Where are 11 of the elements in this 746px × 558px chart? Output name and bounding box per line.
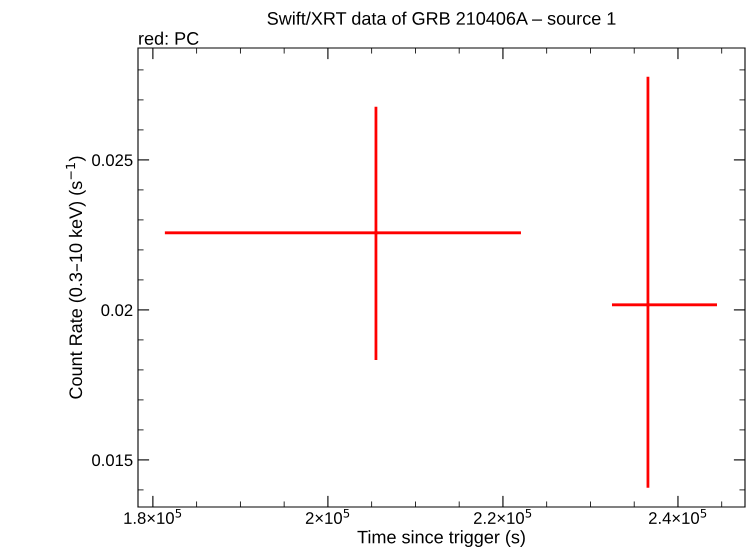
x-tick-label: 1.8×10$^{5}$ [124,508,182,524]
x-tick-label: 2×10$^{5}$ [306,508,350,524]
y-axis-title: Count Rate (0.3–10 keV) (s$^{−1}$) [66,156,86,399]
x-tick-label: 2.4×10$^{5}$ [649,508,706,524]
x-tick-label: 2.2×10$^{5}$ [474,508,532,524]
y-tick-label: 0.015 [92,454,132,466]
chart-title: Swift/XRT data of GRB 210406A – source 1 [268,12,616,25]
chart-subtitle: red: PC [139,32,199,45]
y-tick-label: 0.025 [92,154,132,166]
y-tick-label: 0.02 [101,304,132,316]
x-axis-title: Time since trigger (s) [357,530,525,548]
